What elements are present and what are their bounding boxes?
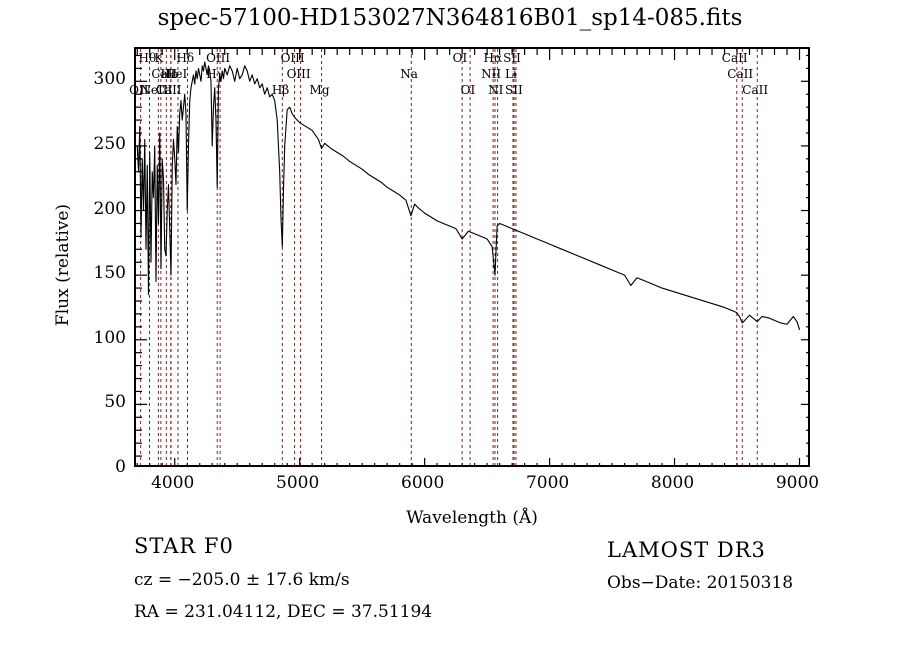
line-label-OIII-4959: OIII [280,51,305,65]
line-label-H-alpha: Hα [483,51,503,65]
line-label-H-delta: Hδ [176,51,195,65]
line-label-NII-6548: NII [481,67,502,81]
spectrum-canvas [136,49,808,465]
line-label-Mg: Mg [309,83,330,97]
x-tick-label: 6000 [401,473,445,493]
object-class-text: STAR F0 [134,534,234,558]
line-label-CaII H: CaII [155,83,182,97]
line-label-CaII-8542: CaII [727,67,754,81]
line-label-SII-6731: SII [504,83,523,97]
spectrum-trace [136,61,801,330]
x-tick-label: 9000 [775,473,820,493]
line-label-Li: Li [504,67,517,81]
x-axis-title: Wavelength (Å) [406,508,538,528]
survey-name-text: LAMOST DR3 [607,538,766,562]
line-label-SII-6716: SII [503,51,521,65]
line-label-CaII K: CaII [151,67,178,81]
line-label-H-beta: Hβ [271,83,290,97]
line-label-OI-6364: OI [460,83,476,97]
redshift-velocity-text: cz = −205.0 ± 17.6 km/s [134,570,350,590]
y-tick-label: 300 [93,69,126,90]
y-tick-label: 250 [93,133,126,154]
line-label-H-epsilon: Hε [160,67,178,81]
line-marker-group [140,49,758,465]
line-label-H-gamma: Hγ [206,67,224,81]
y-axis-title: Flux (relative) [53,203,73,327]
observation-date-text: Obs−Date: 20150318 [607,573,794,593]
y-tick-label: 50 [104,392,126,413]
line-label-OIII-5007: OIII [286,67,311,81]
line-label-CaII-8662: CaII [742,83,769,97]
page-title: spec-57100-HD153027N364816B01_sp14-085.f… [157,5,743,31]
line-label-H-eta: K [154,51,164,65]
y-tick-label: 100 [93,327,126,348]
line-label-H-theta: Hθ [138,51,157,65]
line-label-NI: NI [488,83,504,97]
line-label-CaII-8498: CaII [721,51,748,65]
line-label-OII-3727: OII [129,83,149,97]
axis-tick-group [136,49,808,465]
line-label-OIII-4363: OIII [206,51,231,65]
x-tick-label: 5000 [276,473,320,493]
coordinates-text: RA = 231.04112, DEC = 37.51194 [134,602,433,622]
line-label-Na: Na [400,67,418,81]
x-tick-label: 8000 [650,473,695,493]
plot-frame [134,47,810,467]
x-tick-label: 7000 [525,473,570,493]
line-label-OI-6300: OI [452,51,468,65]
y-tick-label: 200 [93,198,126,219]
x-tick-label: 4000 [151,473,195,493]
line-label-HeI-4026: HeI [164,67,188,81]
y-tick-label: 0 [115,457,126,477]
line-label-NeIII: NeIII [140,83,173,97]
y-tick-label: 150 [93,263,126,284]
